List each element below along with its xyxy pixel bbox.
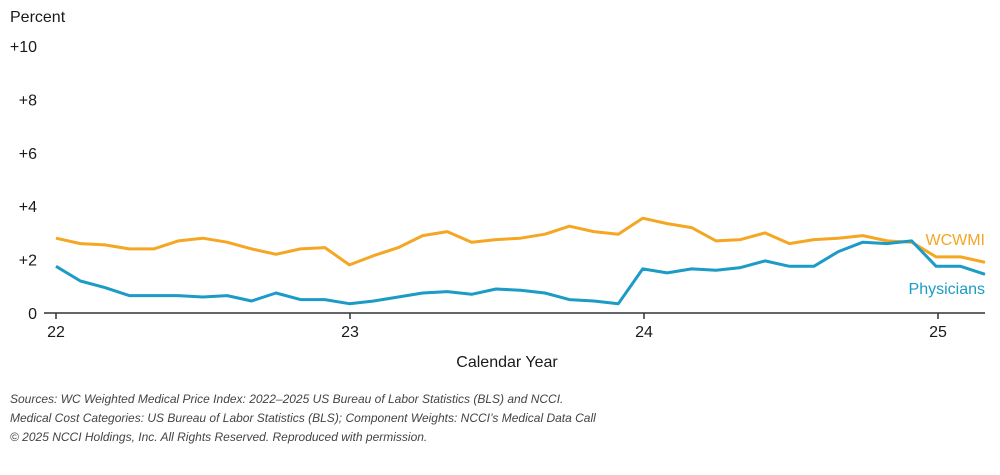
x-tick-label: 24 (635, 324, 653, 341)
x-tick-labels: 22 23 24 25 (47, 324, 947, 341)
series-line-wcwmi (55, 216, 986, 267)
y-tick-label: 0 (28, 306, 37, 323)
y-tick-label: +4 (19, 199, 37, 216)
x-axis-title: Calendar Year (456, 354, 558, 371)
y-tick-label: +10 (10, 39, 37, 56)
series-label-physicians: Physicians (909, 281, 985, 298)
y-tick-labels: 0 +2 +4 +6 +8 +10 (10, 39, 37, 323)
y-tick-label: +6 (19, 146, 37, 163)
series-line-physicians (55, 239, 986, 306)
x-tick-marks (55, 313, 939, 319)
y-axis-title: Percent (10, 9, 66, 26)
sources-note: Sources: WC Weighted Medical Price Index… (10, 390, 596, 447)
series-lines (55, 216, 986, 306)
sources-line: Sources: WC Weighted Medical Price Index… (10, 392, 564, 406)
copyright-line: © 2025 NCCI Holdings, Inc. All Rights Re… (10, 430, 428, 444)
sources-line: Medical Cost Categories: US Bureau of La… (10, 411, 596, 425)
y-tick-label: +8 (19, 92, 37, 109)
x-tick-label: 25 (929, 324, 947, 341)
x-tick-label: 23 (341, 324, 359, 341)
y-tick-label: +2 (19, 253, 37, 270)
series-label-wcwmi: WCWMI (925, 232, 985, 249)
line-chart: Percent Calendar Year 0+2+4+6+8+10 22 23 2… (10, 9, 986, 371)
x-tick-label: 22 (47, 324, 65, 341)
